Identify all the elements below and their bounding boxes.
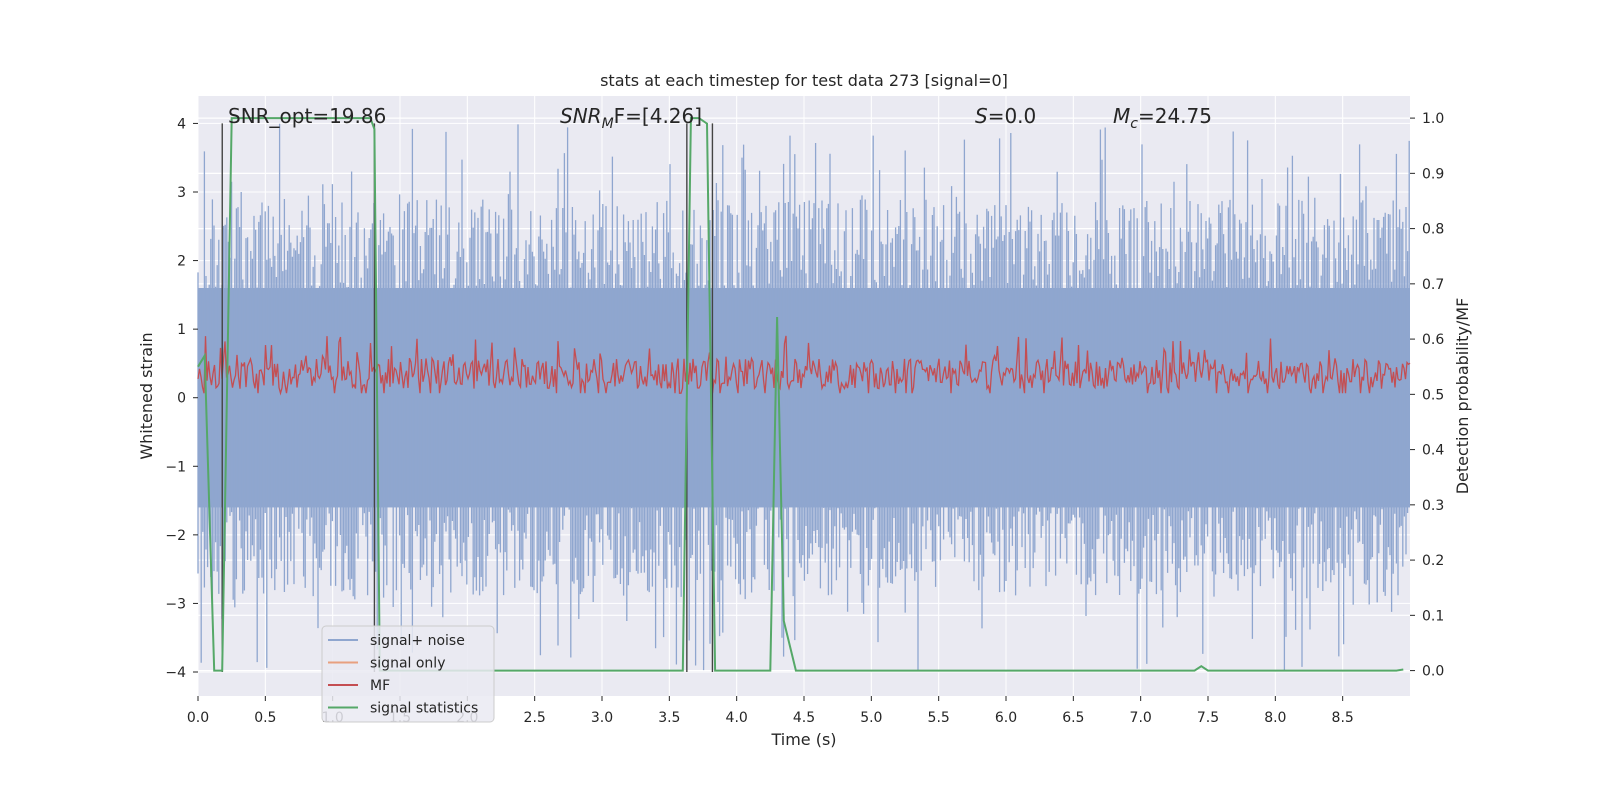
y-tick-label: −4 — [165, 665, 186, 681]
legend-entry-signal-noise: signal+ noise — [370, 633, 465, 649]
signal-statistics-series — [197, 117, 1404, 672]
x-tick-label: 0.0 — [187, 710, 209, 726]
x-tick-label: 3.5 — [658, 710, 680, 726]
y2-tick-label: 0.9 — [1422, 166, 1444, 182]
y-axis-label: Whitened strain — [137, 332, 156, 459]
x-tick-label: 2.5 — [524, 710, 546, 726]
y2-tick-label: 0.0 — [1422, 664, 1444, 680]
annotation-snr-opt: SNR_opt=19.86 — [228, 104, 386, 128]
annotation-mc-symbol: M — [1113, 104, 1130, 128]
y2-tick-label: 0.8 — [1422, 222, 1444, 238]
chart-title: stats at each timestep for test data 273… — [600, 71, 1008, 90]
y2-axis-label: Detection probability/MF — [1453, 298, 1472, 495]
x-tick-label: 8.0 — [1264, 710, 1286, 726]
y-tick-label: 4 — [177, 116, 186, 132]
y-tick-label: 2 — [177, 254, 186, 270]
y-tick-label: −2 — [165, 528, 186, 544]
legend-box — [321, 625, 495, 723]
legend-entry-signal-only: signal only — [370, 656, 445, 672]
y2-tick-label: 0.5 — [1422, 387, 1444, 403]
y-tick-label: 0 — [177, 391, 186, 407]
legend-entry-signal-statistics: signal statistics — [370, 701, 478, 717]
mf-line — [197, 335, 1411, 396]
x-tick-label: 4.0 — [726, 710, 748, 726]
y2-tick-label: 0.2 — [1422, 553, 1444, 569]
y-tick-label: −1 — [165, 459, 186, 475]
x-tick-label: 5.5 — [928, 710, 950, 726]
x-axis-label: Time (s) — [770, 730, 836, 749]
signal-noise-series — [197, 123, 1410, 671]
y2-tick-label: 0.3 — [1422, 498, 1444, 514]
annotation-snr-mf-subscript: M — [602, 116, 614, 132]
y2-tick-label: 0.7 — [1422, 277, 1444, 293]
x-tick-label: 3.0 — [591, 710, 613, 726]
mf-series — [197, 335, 1411, 396]
y2-tick-label: 1.0 — [1422, 111, 1444, 127]
x-tick-label: 7.0 — [1130, 710, 1152, 726]
annotation-snr-mf-symbol: SNR — [560, 104, 602, 128]
y-tick-label: −3 — [165, 596, 186, 612]
x-tick-label: 7.5 — [1197, 710, 1219, 726]
legend-entry-mf: MF — [370, 678, 390, 694]
x-tick-label: 8.5 — [1332, 710, 1354, 726]
y-tick-label: 1 — [177, 322, 186, 338]
x-tick-label: 5.0 — [860, 710, 882, 726]
y2-tick-label: 0.4 — [1422, 443, 1444, 459]
annotation-s-symbol: S — [975, 104, 988, 128]
x-tick-label: 6.0 — [995, 710, 1017, 726]
annotation-snr-mf: SNRMF=[4.26] — [560, 104, 702, 132]
annotation-s: S=0.0 — [975, 104, 1036, 128]
annotation-mc-value: =24.75 — [1138, 104, 1212, 128]
annotation-s-value: =0.0 — [988, 104, 1037, 128]
signal-statistics-line — [197, 117, 1404, 672]
x-tick-label: 0.5 — [254, 710, 276, 726]
y2-tick-label: 0.1 — [1422, 608, 1444, 624]
y-tick-label: 3 — [177, 185, 186, 201]
y2-tick-label: 0.6 — [1422, 332, 1444, 348]
legend: signal+ noise signal only MF signal stat… — [321, 625, 495, 723]
annotation-mc: Mc=24.75 — [1113, 104, 1212, 132]
annotation-mc-subscript: c — [1130, 116, 1138, 132]
x-tick-label: 6.5 — [1062, 710, 1084, 726]
annotation-snr-mf-value: F=[4.26] — [614, 104, 702, 128]
x-tick-label: 4.5 — [793, 710, 815, 726]
